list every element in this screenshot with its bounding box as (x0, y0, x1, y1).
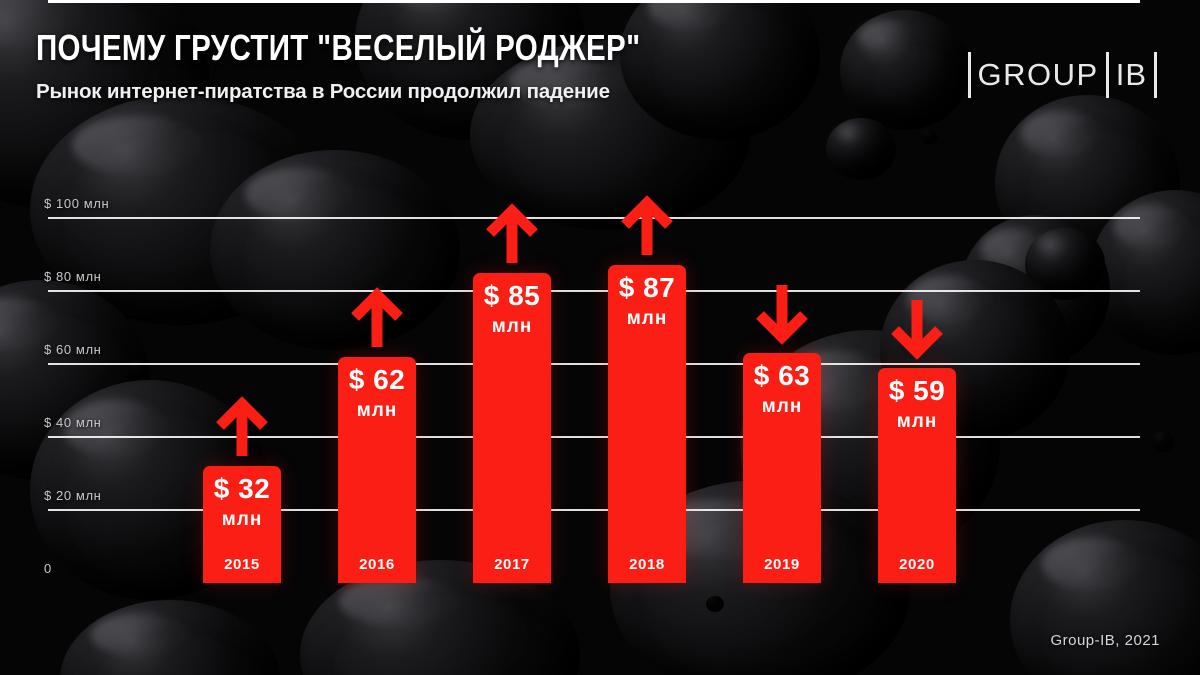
trend-arrow-up-icon (485, 202, 539, 265)
bar-value-label: $ 62 (348, 363, 406, 395)
bar-unit-label: млн (896, 410, 938, 432)
bar-unit-label: млн (221, 509, 263, 531)
logo-word-ib: IB (1115, 57, 1147, 92)
trend-arrow-up-icon (215, 396, 269, 458)
bar-year-label: 2017 (494, 556, 530, 573)
gridline (48, 509, 1140, 511)
bar-2015: $ 32 млн 2015 (203, 466, 281, 583)
background-blob (128, 360, 148, 378)
bar-year-label: 2015 (224, 555, 260, 573)
y-axis-tick-label: $ 100 млн (44, 196, 110, 211)
bar-year-label: 2019 (764, 555, 800, 573)
bar-value-label: $ 32 (213, 473, 271, 505)
gridline (48, 290, 1140, 292)
bar-2020: $ 59 млн 2020 (878, 367, 956, 583)
logo-divider-right (1154, 52, 1157, 98)
trend-arrow-up-icon (620, 195, 674, 257)
source-credit: Group-IB, 2021 (1050, 632, 1160, 649)
bar-unit-label: млн (491, 315, 533, 337)
background-blob (826, 118, 896, 180)
gridline (48, 363, 1140, 365)
trend-arrow-up-icon (350, 286, 404, 349)
bar-unit-label: млн (626, 308, 668, 330)
logo-word-group: GROUP (977, 57, 1099, 92)
bar-value-label: $ 85 (483, 279, 541, 311)
gridline (48, 436, 1140, 438)
y-axis-tick-label: 0 (44, 561, 52, 576)
y-axis-tick-label: $ 40 млн (44, 415, 102, 430)
page-title: ПОЧЕМУ ГРУСТИТ "ВЕСЕЛЫЙ РОДЖЕР" (36, 27, 641, 68)
bar-year-label: 2020 (899, 555, 935, 573)
background-blob (922, 130, 938, 145)
bar-unit-label: млн (356, 399, 398, 421)
bar-2018: $ 87 млн 2018 (608, 265, 686, 583)
bar-value-label: $ 63 (753, 360, 811, 392)
logo-divider-left (967, 52, 971, 98)
page-subtitle: Рынок интернет-пиратства в России продол… (36, 80, 610, 103)
bar-year-label: 2016 (359, 555, 395, 573)
y-axis-tick-label: $ 60 млн (44, 342, 102, 357)
logo-divider-middle (1105, 52, 1109, 98)
background-blob (706, 596, 724, 612)
bar-2016: $ 62 млн 2016 (338, 356, 416, 583)
gridline (48, 217, 1140, 219)
bar-year-label: 2018 (629, 555, 665, 573)
background-blob (840, 10, 970, 130)
bar-2017: $ 85 млн 2017 (473, 272, 551, 583)
trend-arrow-down-icon (755, 283, 809, 345)
bar-value-label: $ 87 (618, 272, 676, 304)
trend-arrow-down-icon (890, 298, 944, 360)
background-blob (210, 150, 460, 350)
y-axis-tick-label: $ 80 млн (44, 269, 102, 284)
y-axis-tick-label: $ 20 млн (44, 488, 102, 503)
group-ib-logo: GROUP IB (961, 52, 1164, 98)
x-axis-baseline (48, 0, 1140, 3)
bar-2019: $ 63 млн 2019 (743, 353, 821, 583)
bar-value-label: $ 59 (888, 374, 946, 406)
background-blob (620, 0, 820, 140)
bar-unit-label: млн (761, 396, 803, 418)
background-blob (1152, 432, 1174, 452)
